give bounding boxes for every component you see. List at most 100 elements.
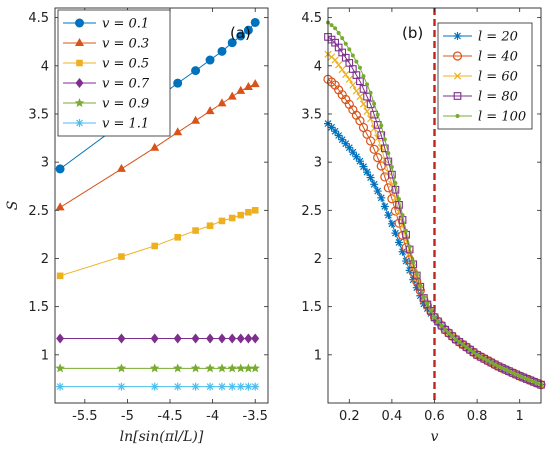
data-point bbox=[528, 378, 533, 383]
data-point bbox=[368, 90, 373, 95]
data-point bbox=[191, 382, 200, 391]
data-point bbox=[245, 208, 252, 216]
data-point bbox=[428, 308, 433, 313]
data-point bbox=[361, 74, 366, 79]
y-tick-label: 1.5 bbox=[301, 300, 322, 315]
data-point bbox=[376, 161, 386, 171]
data-point bbox=[400, 213, 405, 218]
data-point bbox=[116, 163, 126, 172]
panel-b: 0.2 0.4 0.6 0.8 111.522.533.544.5v(b) l = 20l… bbox=[301, 7, 546, 445]
data-point bbox=[334, 131, 343, 140]
data-point bbox=[492, 362, 497, 367]
legend-marker bbox=[75, 119, 84, 127]
data-point bbox=[342, 70, 350, 79]
data-point bbox=[366, 115, 375, 123]
legend-entry: v = 0.3 bbox=[63, 37, 149, 52]
data-point bbox=[478, 354, 483, 359]
legend-marker bbox=[453, 32, 462, 40]
data-point bbox=[55, 202, 65, 211]
data-point bbox=[205, 363, 215, 373]
data-point bbox=[363, 168, 372, 177]
data-point bbox=[453, 337, 458, 342]
data-point bbox=[227, 91, 237, 100]
x-tick-label: -3.5 bbox=[243, 409, 268, 424]
legend-entry: l = 80 bbox=[443, 90, 518, 105]
data-point bbox=[366, 173, 375, 182]
legend-label: v = 0.9 bbox=[102, 97, 149, 112]
data-point bbox=[227, 363, 237, 373]
data-point bbox=[349, 81, 357, 89]
data-point bbox=[395, 238, 403, 247]
data-point bbox=[359, 162, 368, 171]
data-point bbox=[237, 211, 245, 219]
data-point bbox=[345, 75, 353, 83]
data-point bbox=[251, 207, 259, 214]
data-point bbox=[206, 333, 215, 344]
data-point bbox=[387, 219, 396, 228]
data-point bbox=[335, 61, 343, 69]
data-point bbox=[464, 345, 469, 350]
data-point bbox=[149, 363, 160, 373]
data-point bbox=[439, 323, 444, 328]
panel-label: (b) bbox=[402, 24, 423, 42]
legend-marker bbox=[453, 72, 462, 80]
data-point bbox=[450, 334, 455, 339]
x-tick-label: -5.5 bbox=[72, 409, 97, 424]
legend-entry: l = 60 bbox=[443, 70, 518, 85]
y-tick-label: 1.5 bbox=[28, 300, 49, 315]
data-point bbox=[363, 107, 371, 116]
data-point bbox=[55, 363, 65, 373]
data-point bbox=[475, 352, 480, 357]
legend-entry: l = 100 bbox=[443, 110, 526, 125]
data-point bbox=[443, 327, 448, 332]
data-point bbox=[173, 333, 182, 344]
data-point bbox=[56, 272, 64, 280]
data-point bbox=[217, 382, 226, 391]
data-point bbox=[331, 56, 339, 64]
legend-marker bbox=[75, 78, 84, 88]
data-point bbox=[205, 106, 215, 115]
data-point bbox=[510, 370, 515, 375]
data-point bbox=[359, 100, 368, 108]
data-point bbox=[150, 142, 160, 151]
data-point bbox=[411, 260, 416, 265]
data-point bbox=[489, 360, 494, 365]
y-tick-label: 4.5 bbox=[301, 11, 322, 26]
x-tick-label: 0.4 bbox=[382, 409, 403, 424]
data-point bbox=[355, 157, 364, 166]
data-point bbox=[329, 23, 334, 28]
y-tick-label: 4 bbox=[41, 59, 49, 74]
legend-marker bbox=[455, 114, 460, 118]
data-point bbox=[228, 333, 237, 344]
data-point bbox=[407, 244, 412, 249]
data-point bbox=[116, 363, 127, 373]
legend-marker bbox=[74, 98, 85, 108]
data-point bbox=[379, 123, 384, 128]
legend-marker bbox=[453, 92, 462, 100]
data-point bbox=[243, 82, 253, 90]
y-axis-label: S bbox=[5, 201, 21, 211]
data-point bbox=[251, 382, 260, 391]
data-point bbox=[150, 382, 159, 391]
legend-marker bbox=[76, 59, 83, 67]
data-point bbox=[404, 228, 409, 233]
y-tick-label: 4 bbox=[314, 59, 322, 74]
data-point bbox=[338, 66, 346, 74]
legend-label: l = 100 bbox=[478, 110, 526, 125]
x-axis-label: v bbox=[431, 429, 439, 445]
data-point bbox=[151, 242, 158, 250]
data-point bbox=[397, 197, 401, 202]
legend-entry: v = 0.1 bbox=[63, 17, 149, 32]
legend-entry: l = 40 bbox=[443, 50, 518, 65]
series-4 bbox=[56, 333, 260, 344]
y-tick-label: 2 bbox=[314, 252, 322, 267]
data-point bbox=[386, 151, 391, 156]
data-point bbox=[377, 131, 386, 140]
data-point bbox=[359, 85, 368, 93]
axes-box bbox=[54, 7, 269, 404]
data-point bbox=[468, 347, 472, 352]
data-point bbox=[373, 153, 383, 163]
y-tick-label: 2.5 bbox=[28, 204, 49, 219]
data-point bbox=[499, 365, 504, 370]
